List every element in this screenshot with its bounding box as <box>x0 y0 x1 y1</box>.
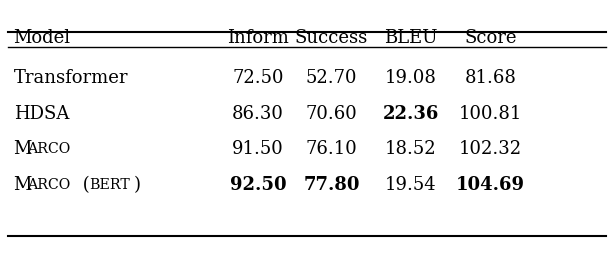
Text: Inform: Inform <box>227 29 289 47</box>
Text: 100.81: 100.81 <box>459 105 522 123</box>
Text: 52.70: 52.70 <box>306 69 357 87</box>
Text: Transformer: Transformer <box>14 69 128 87</box>
Text: 102.32: 102.32 <box>459 140 522 158</box>
Text: (: ( <box>77 176 90 194</box>
Text: 81.68: 81.68 <box>464 69 516 87</box>
Text: ARCO: ARCO <box>27 142 71 156</box>
Text: 70.60: 70.60 <box>306 105 357 123</box>
Text: M: M <box>14 140 32 158</box>
Text: 104.69: 104.69 <box>456 176 525 194</box>
Text: BLEU: BLEU <box>384 29 438 47</box>
Text: ): ) <box>133 176 141 194</box>
Text: 22.36: 22.36 <box>383 105 439 123</box>
Text: Model: Model <box>14 29 71 47</box>
Text: 77.80: 77.80 <box>303 176 360 194</box>
Text: 18.52: 18.52 <box>385 140 437 158</box>
Text: 19.08: 19.08 <box>385 69 437 87</box>
Text: 86.30: 86.30 <box>232 105 284 123</box>
Text: 72.50: 72.50 <box>232 69 284 87</box>
Text: 92.50: 92.50 <box>230 176 286 194</box>
Text: Score: Score <box>464 29 516 47</box>
Text: BERT: BERT <box>90 178 130 192</box>
Text: HDSA: HDSA <box>14 105 69 123</box>
Text: M: M <box>14 176 32 194</box>
Text: 76.10: 76.10 <box>306 140 357 158</box>
Text: ARCO: ARCO <box>27 178 71 192</box>
Text: 91.50: 91.50 <box>232 140 284 158</box>
Text: Success: Success <box>295 29 368 47</box>
Text: 19.54: 19.54 <box>385 176 437 194</box>
